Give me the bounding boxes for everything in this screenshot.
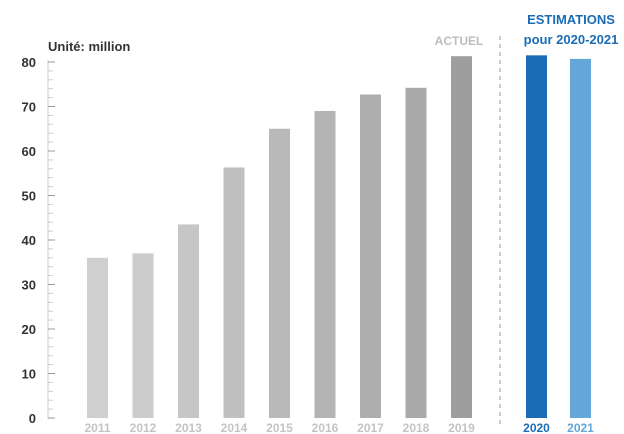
x-tick-label-2019: 2019 bbox=[448, 421, 475, 434]
y-tick-label: 20 bbox=[22, 322, 36, 337]
y-tick-label: 0 bbox=[29, 411, 36, 426]
x-tick-label-2020: 2020 bbox=[523, 421, 550, 434]
unit-label: Unité: million bbox=[48, 39, 130, 54]
actual-bar-2015 bbox=[269, 128, 290, 418]
y-tick-label: 50 bbox=[22, 189, 36, 204]
y-tick-label: 60 bbox=[22, 144, 36, 159]
x-axis-labels: 2011 2012 2013 2014 2015 2016 2017 2018 2019 2020… bbox=[84, 421, 594, 434]
x-tick-label-2021: 2021 bbox=[567, 421, 594, 434]
x-tick-label-2016: 2016 bbox=[312, 421, 339, 434]
actual-bar-2017 bbox=[360, 94, 381, 419]
actual-bar-2013 bbox=[178, 224, 199, 418]
y-axis-ticks: 0 10 20 30 40 50 60 70 80 bbox=[22, 55, 55, 426]
estimates-label-line2: pour 2020-2021 bbox=[524, 32, 619, 47]
x-tick-label-2011: 2011 bbox=[84, 421, 110, 434]
actual-label: ACTUEL bbox=[435, 34, 484, 48]
estimate-bar-2020 bbox=[526, 55, 547, 418]
x-tick-label-2013: 2013 bbox=[175, 421, 202, 434]
x-tick-label-2012: 2012 bbox=[130, 421, 157, 434]
x-tick-label-2014: 2014 bbox=[221, 421, 248, 434]
x-tick-label-2017: 2017 bbox=[357, 421, 384, 434]
actual-bar-2016 bbox=[314, 110, 336, 418]
estimate-bar-2021 bbox=[570, 58, 591, 418]
bars bbox=[87, 55, 591, 419]
y-tick-label: 40 bbox=[22, 233, 36, 248]
actual-bar-2012 bbox=[132, 253, 154, 418]
x-tick-label-2018: 2018 bbox=[403, 421, 430, 434]
actual-bar-2018 bbox=[405, 87, 427, 418]
actual-bar-2014 bbox=[223, 167, 245, 418]
x-tick-label-2015: 2015 bbox=[266, 421, 293, 434]
actual-bar-2011 bbox=[87, 257, 108, 418]
estimates-label-line1: ESTIMATIONS bbox=[527, 12, 615, 27]
y-tick-label: 10 bbox=[22, 367, 36, 382]
y-tick-label: 30 bbox=[22, 278, 36, 293]
y-tick-label: 70 bbox=[22, 100, 36, 115]
actual-bar-2019 bbox=[451, 56, 472, 419]
y-tick-label: 80 bbox=[22, 55, 36, 70]
